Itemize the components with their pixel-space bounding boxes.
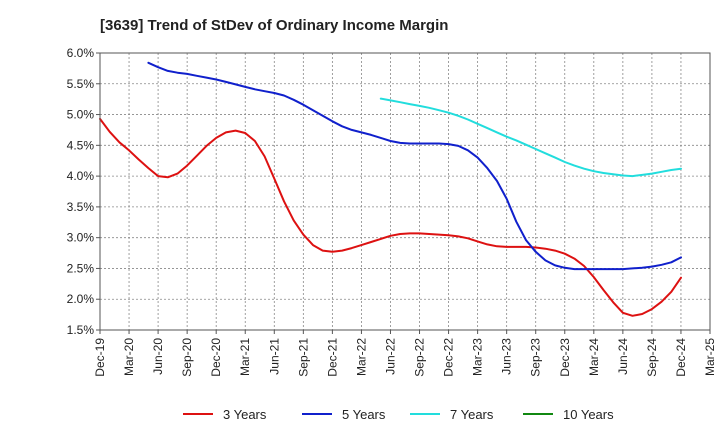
x-tick-label: Dec-24	[674, 338, 688, 377]
x-tick-label: Mar-22	[354, 338, 368, 376]
x-tick-label: Dec-20	[209, 338, 223, 377]
x-tick-label: Jun-23	[500, 338, 514, 375]
legend-label-0: 3 Years	[223, 407, 267, 422]
x-tick-label: Mar-24	[587, 338, 601, 376]
x-tick-label: Dec-21	[325, 338, 339, 377]
legend-label-1: 5 Years	[342, 407, 386, 422]
y-tick-label: 4.5%	[67, 138, 95, 152]
y-tick-label: 3.0%	[67, 231, 95, 245]
x-tick-label: Jun-20	[151, 338, 165, 375]
x-axis-ticks: Dec-19 Mar-20 Jun-20 Sep-20 Dec-20 Mar-21 Jun-…	[93, 330, 717, 377]
x-tick-label: Mar-20	[122, 338, 136, 376]
legend-label-2: 7 Years	[450, 407, 494, 422]
legend-label-3: 10 Years	[563, 407, 614, 422]
y-tick-label: 2.0%	[67, 292, 95, 306]
y-tick-label: 6.0%	[67, 46, 95, 60]
chart-title: [3639] Trend of StDev of Ordinary Income…	[100, 17, 448, 34]
x-tick-label: Mar-21	[238, 338, 252, 376]
x-tick-label: Jun-24	[616, 338, 630, 375]
x-tick-label: Dec-22	[442, 338, 456, 377]
y-tick-label: 1.5%	[67, 323, 95, 337]
x-tick-label: Sep-20	[180, 338, 194, 377]
x-tick-label: Sep-21	[296, 338, 310, 377]
series-lines	[99, 61, 682, 317]
series-line-0	[99, 117, 682, 317]
plot-frame	[99, 52, 711, 331]
x-tick-label: Sep-24	[645, 338, 659, 377]
x-tick-label: Dec-23	[558, 338, 572, 377]
series-line-2	[379, 97, 682, 178]
y-tick-label: 5.0%	[67, 108, 95, 122]
y-tick-label: 4.0%	[67, 169, 95, 183]
x-tick-label: Sep-23	[529, 338, 543, 377]
y-tick-label: 3.5%	[67, 200, 95, 214]
x-tick-label: Mar-23	[471, 338, 485, 376]
x-tick-label: Dec-19	[93, 338, 107, 377]
x-tick-label: Jun-21	[267, 338, 281, 375]
legend: 3 Years 5 Years 7 Years 10 Years	[183, 407, 614, 422]
x-tick-label: Mar-25	[703, 338, 717, 376]
x-tick-label: Sep-22	[413, 338, 427, 377]
y-tick-label: 5.5%	[67, 77, 95, 91]
y-tick-label: 2.5%	[67, 261, 95, 275]
x-tick-label: Jun-22	[383, 338, 397, 375]
y-axis-ticks: 1.5% 2.0% 2.5% 3.0% 3.5% 4.0% 4.5% 5.0% 5.5% 6.0%	[67, 46, 100, 337]
series-line-1	[147, 61, 682, 271]
